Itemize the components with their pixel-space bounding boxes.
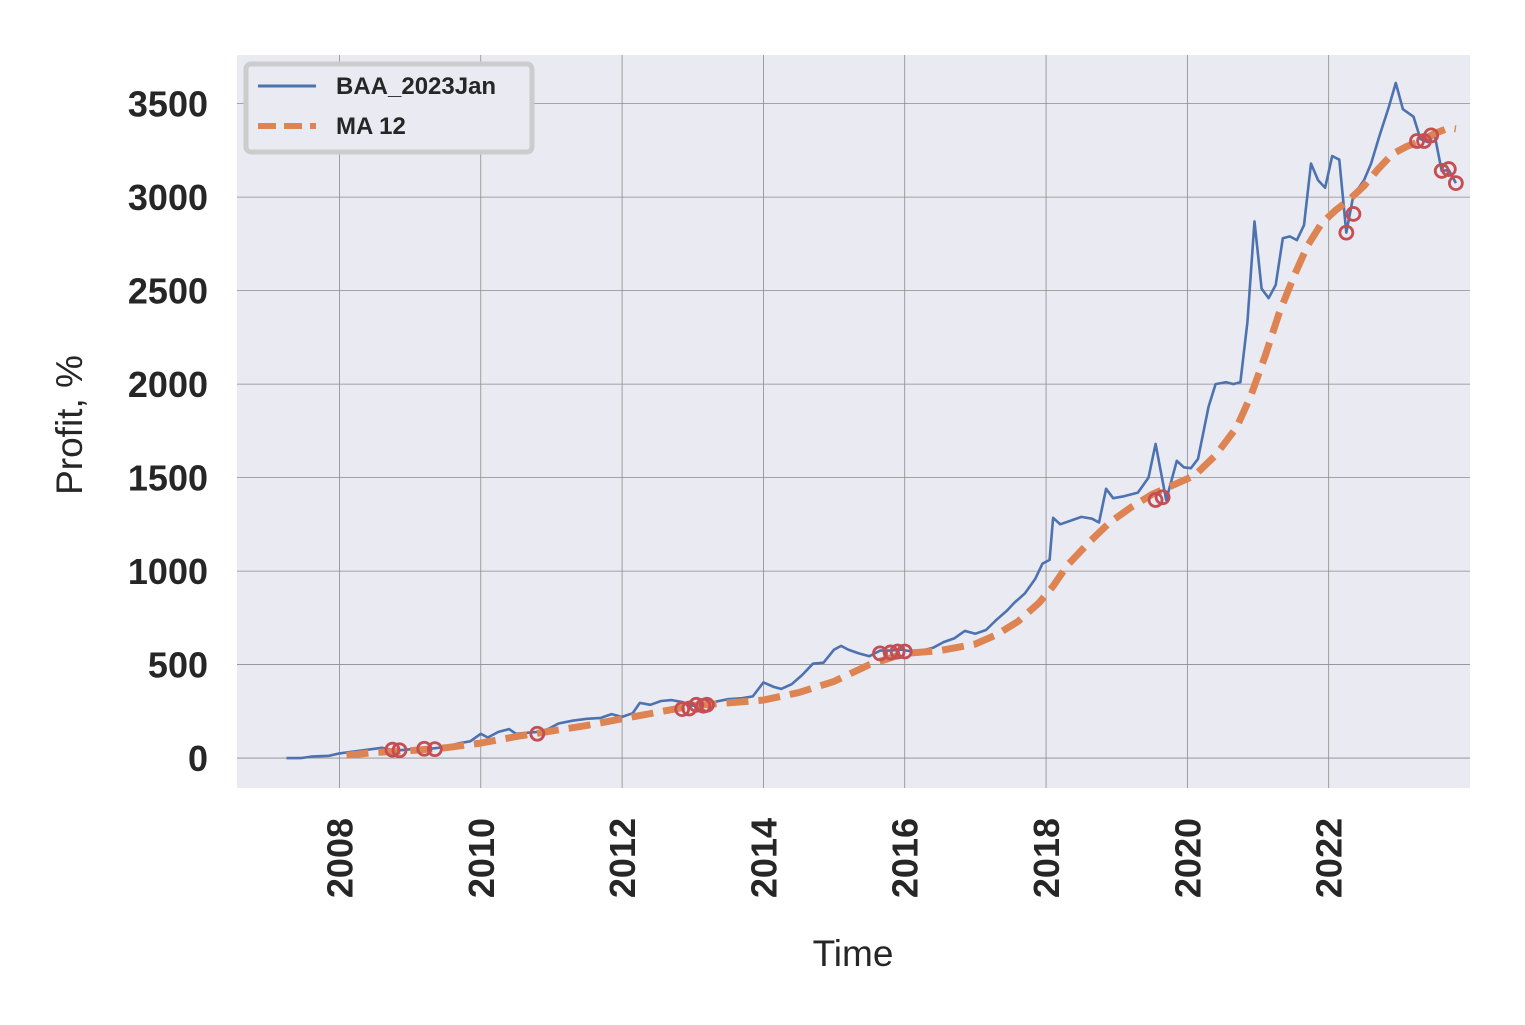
y-tick-label: 3000 xyxy=(128,177,208,218)
signal-marker xyxy=(1440,161,1457,177)
x-tick-label: 2020 xyxy=(1167,818,1208,898)
x-tick-label: 2008 xyxy=(319,818,360,898)
legend: BAA_2023Jan MA 12 xyxy=(243,61,535,155)
y-tick-label: 2000 xyxy=(128,364,208,405)
x-tick-labels: 2008 2010 2012 2014 2016 2018 2020 2022 xyxy=(319,818,1349,898)
grid xyxy=(237,55,1470,788)
signal-marker xyxy=(1409,133,1425,149)
signal-marker xyxy=(426,741,443,758)
y-tick-labels: 0 500 1000 1500 2000 2500 3000 3500 xyxy=(128,84,208,779)
signal-marker xyxy=(889,643,906,660)
x-tick-label: 2018 xyxy=(1026,818,1067,898)
plot-area xyxy=(237,55,1470,788)
marker-layer xyxy=(384,127,1464,759)
signal-marker xyxy=(384,741,401,758)
y-tick-label: 1000 xyxy=(128,551,208,592)
y-axis-label: Profit, % xyxy=(49,355,90,495)
series-ma12-line xyxy=(346,124,1457,759)
signal-marker xyxy=(698,696,715,713)
signal-marker xyxy=(1147,492,1164,508)
series-layer xyxy=(286,81,1458,760)
x-axis-label: Time xyxy=(813,933,894,974)
signal-marker xyxy=(688,696,705,713)
signal-marker xyxy=(529,725,546,742)
signal-marker xyxy=(1345,206,1362,222)
y-tick-label: 2500 xyxy=(128,271,208,312)
signal-marker xyxy=(872,645,888,662)
signal-marker xyxy=(896,643,913,660)
x-tick-label: 2012 xyxy=(602,818,643,898)
x-tick-label: 2016 xyxy=(885,818,926,898)
x-tick-label: 2010 xyxy=(461,818,502,898)
x-tick-label: 2014 xyxy=(743,818,784,898)
signal-marker xyxy=(1433,163,1450,179)
y-tick-label: 1500 xyxy=(128,458,208,499)
signal-marker xyxy=(1423,127,1440,144)
legend-label-baa: BAA_2023Jan xyxy=(336,73,496,100)
signal-marker xyxy=(391,742,408,759)
x-tick-label: 2022 xyxy=(1309,818,1350,898)
legend-box xyxy=(243,61,535,155)
signal-marker xyxy=(1154,489,1171,506)
signal-marker xyxy=(416,740,433,757)
signal-marker xyxy=(1338,224,1355,241)
y-tick-label: 500 xyxy=(148,645,208,686)
signal-marker xyxy=(674,701,691,717)
y-tick-label: 0 xyxy=(188,738,208,779)
y-tick-label: 3500 xyxy=(128,84,208,125)
legend-label-ma: MA 12 xyxy=(336,113,406,140)
signal-marker xyxy=(1447,175,1464,191)
